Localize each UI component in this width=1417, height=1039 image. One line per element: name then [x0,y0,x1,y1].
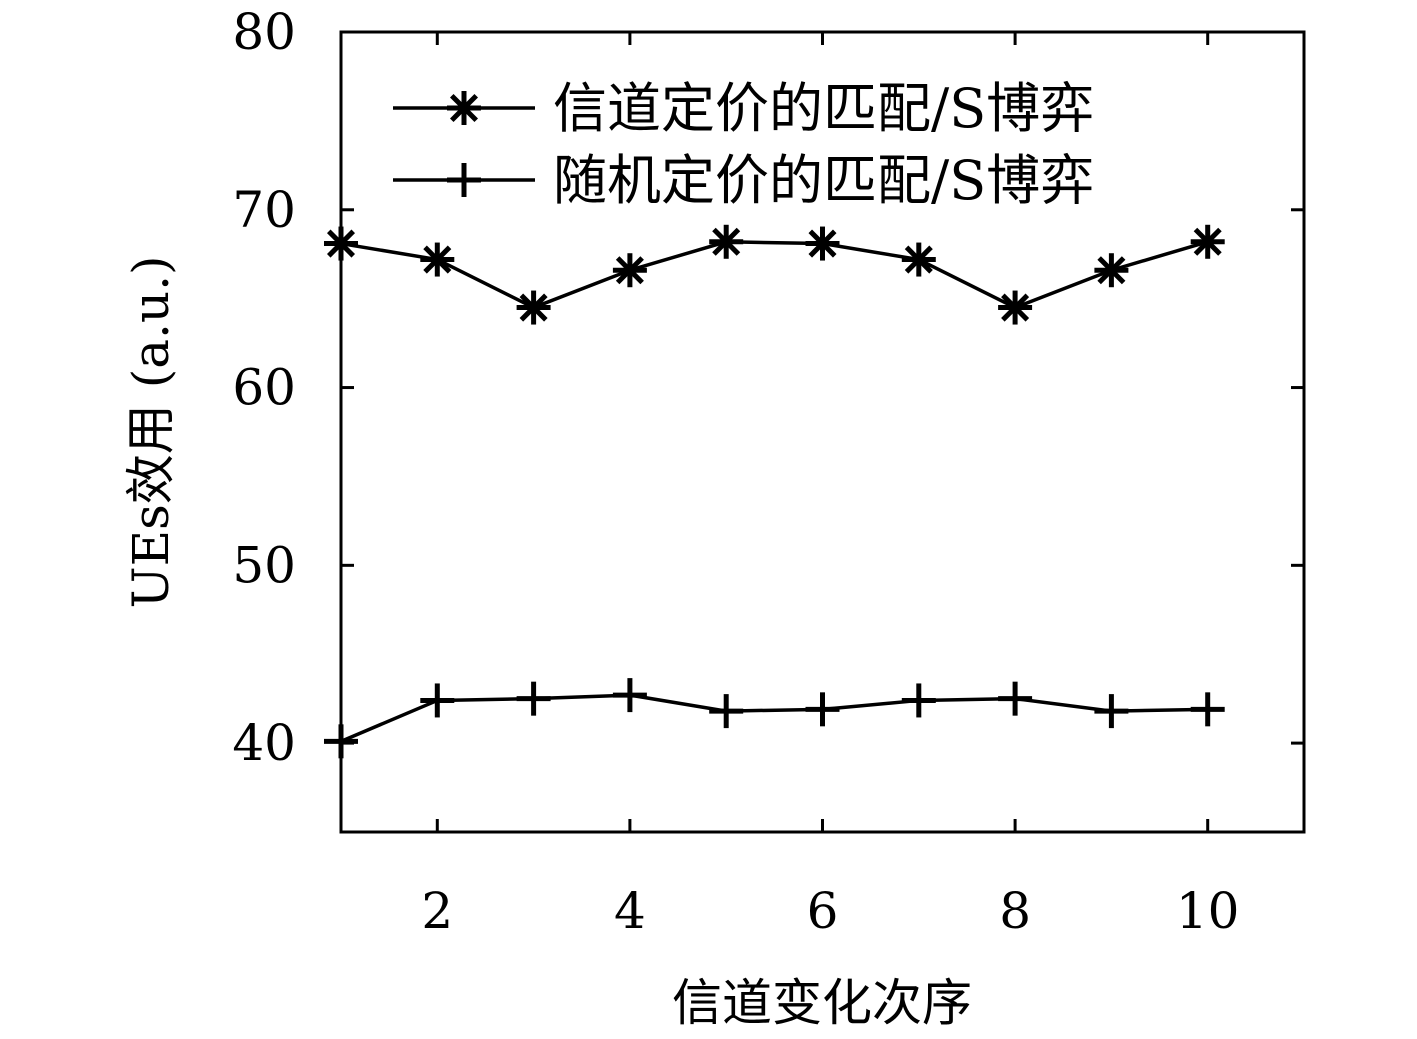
series-1-point-stroke [1097,256,1126,285]
y-tick-label: 60 [232,359,296,417]
series-1-point-stroke [1193,227,1222,256]
series-1-point-stroke [423,245,452,274]
legend-label-2: 随机定价的匹配/S博弈 [553,149,1094,212]
series-2-point [1094,694,1129,729]
x-tick-label: 2 [421,882,453,940]
x-axis-title: 信道变化次序 [672,974,972,1032]
series-2-point [420,683,455,718]
series-1-point [612,253,647,288]
legend-marker-1 [447,91,481,125]
series-1-point [709,224,744,259]
series-1-point-stroke [1001,293,1030,322]
series-1-point-stroke [904,245,933,274]
y-axis-title: UEs效用 (a.u.) [122,255,180,608]
series-2-point [1190,692,1225,727]
x-tick-label: 8 [999,882,1031,940]
ticks-layer: 2 4 6 8 10 40 50 60 70 80 [232,3,1304,940]
series-line-2 [340,693,1208,743]
x-tick-label: 4 [614,882,646,940]
series-1-point-stroke [519,293,548,322]
series-2-point [709,694,744,729]
series-1-point [805,226,840,261]
series-1-point [1094,253,1129,288]
series-2-point [805,692,840,727]
series-2-point [901,683,936,718]
series-2-point [516,681,551,716]
y-tick-label: 50 [232,536,296,594]
series-1-point [420,242,455,277]
series-1-point [516,290,551,325]
marks-layer [324,224,1225,759]
series-1-point [901,242,936,277]
y-tick-label: 40 [232,714,296,772]
x-tick-label: 10 [1176,882,1240,940]
legend-marker-1-stroke [449,93,479,123]
y-tick-label: 70 [232,181,296,239]
series-2-point [998,681,1033,716]
series-2-point [612,678,647,713]
x-tick-label: 6 [807,882,839,940]
series-1-point [1190,224,1225,259]
series-1-point-stroke [615,256,644,285]
series-1-point-stroke [712,227,741,256]
series-line-1 [340,240,1209,310]
legend-marker-2 [447,163,481,197]
series-1-point-stroke [808,229,837,258]
series-1-point [998,290,1033,325]
legend-label-1: 信道定价的匹配/S博弈 [553,77,1094,140]
y-tick-label: 80 [232,3,296,61]
